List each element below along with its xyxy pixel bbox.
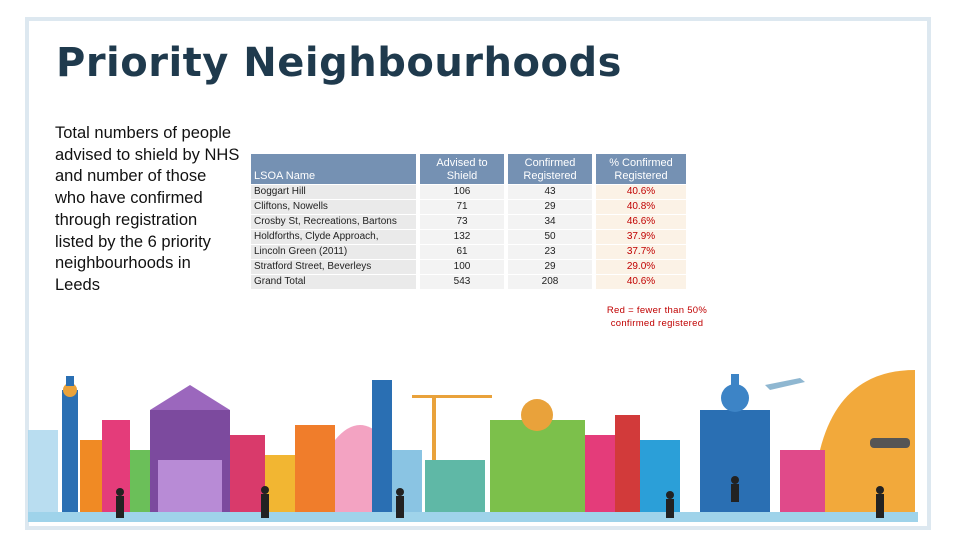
- neighbourhood-table: LSOA Name Advised to Shield Confirmed Re…: [251, 154, 686, 289]
- header-lsoa-name: LSOA Name: [251, 154, 416, 185]
- cell-name: Grand Total: [251, 274, 416, 289]
- person-icon: [731, 484, 739, 502]
- clock-icon: [63, 383, 77, 397]
- table-row: Holdforths, Clyde Approach, 132 50 37.9%: [251, 229, 686, 245]
- legend-note: Red = fewer than 50% confirmed registere…: [606, 305, 708, 329]
- cell-advised: 100: [420, 259, 504, 275]
- cell-name: Lincoln Green (2011): [251, 244, 416, 260]
- description-text: Total numbers of people advised to shiel…: [55, 124, 240, 294]
- car-icon: [870, 438, 910, 448]
- table-row: Stratford Street, Beverleys 100 29 29.0%: [251, 259, 686, 275]
- city-skyline-illustration: [28, 370, 918, 522]
- page-title: Priority Neighbourhoods: [56, 40, 622, 86]
- airplane-icon: [765, 378, 805, 390]
- cell-name: Holdforths, Clyde Approach,: [251, 229, 416, 245]
- cell-confirmed: 29: [508, 259, 592, 275]
- person-icon: [261, 494, 269, 518]
- cell-percent: 37.9%: [596, 229, 686, 245]
- table-row: Cliftons, Nowells 71 29 40.8%: [251, 199, 686, 215]
- cell-confirmed: 34: [508, 214, 592, 230]
- cell-percent: 46.6%: [596, 214, 686, 230]
- header-advised-to-shield: Advised to Shield: [420, 154, 504, 185]
- cell-percent: 40.8%: [596, 199, 686, 215]
- cell-percent: 40.6%: [596, 184, 686, 200]
- cell-advised: 132: [420, 229, 504, 245]
- person-icon: [396, 496, 404, 518]
- cell-advised: 61: [420, 244, 504, 260]
- table-row: Boggart Hill 106 43 40.6%: [251, 184, 686, 200]
- cell-name: Crosby St, Recreations, Bartons: [251, 214, 416, 230]
- cell-advised: 71: [420, 199, 504, 215]
- cell-percent: 29.0%: [596, 259, 686, 275]
- person-icon: [876, 494, 884, 518]
- cell-name: Boggart Hill: [251, 184, 416, 200]
- cell-percent: 40.6%: [596, 274, 686, 289]
- table-row: Lincoln Green (2011) 61 23 37.7%: [251, 244, 686, 260]
- header-confirmed-registered: Confirmed Registered: [508, 154, 592, 185]
- cell-name: Cliftons, Nowells: [251, 199, 416, 215]
- person-icon: [116, 496, 124, 518]
- cell-percent: 37.7%: [596, 244, 686, 260]
- cell-name: Stratford Street, Beverleys: [251, 259, 416, 275]
- cell-confirmed: 43: [508, 184, 592, 200]
- cell-advised: 543: [420, 274, 504, 289]
- cell-advised: 73: [420, 214, 504, 230]
- header-percent-confirmed: % Confirmed Registered: [596, 154, 686, 185]
- cell-confirmed: 23: [508, 244, 592, 260]
- table-header-row: LSOA Name Advised to Shield Confirmed Re…: [251, 154, 686, 185]
- slide-frame: [25, 17, 931, 530]
- cell-confirmed: 29: [508, 199, 592, 215]
- table-total-row: Grand Total 543 208 40.6%: [251, 274, 686, 289]
- table-row: Crosby St, Recreations, Bartons 73 34 46…: [251, 214, 686, 230]
- cell-advised: 106: [420, 184, 504, 200]
- cell-confirmed: 50: [508, 229, 592, 245]
- cell-confirmed: 208: [508, 274, 592, 289]
- person-icon: [666, 499, 674, 518]
